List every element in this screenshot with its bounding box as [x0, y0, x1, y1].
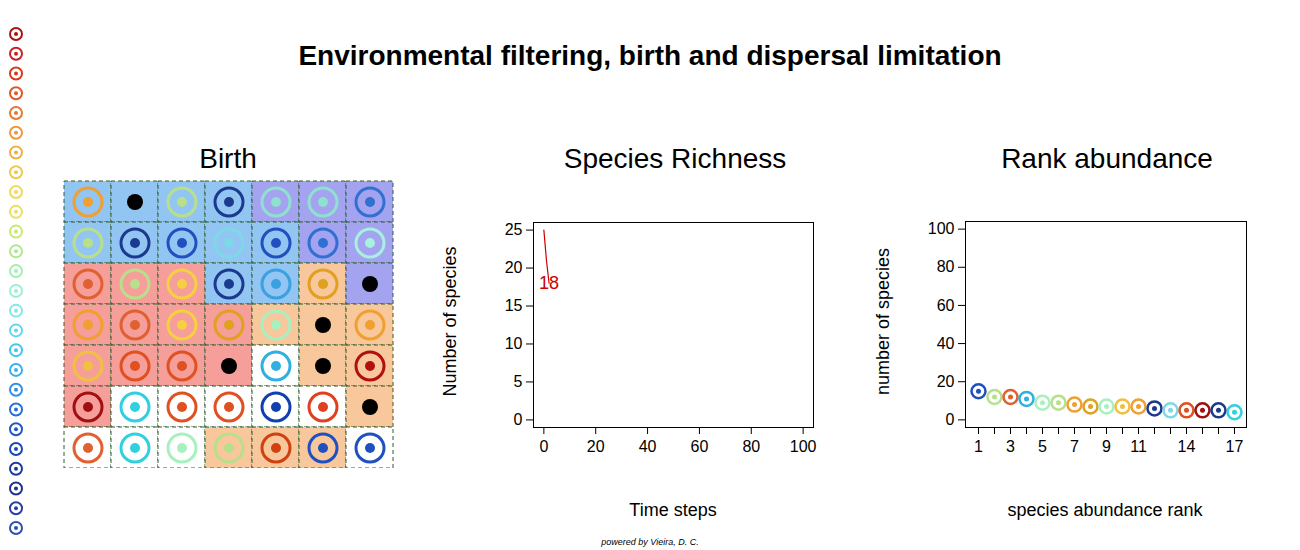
html-text:number of species: number of species [872, 248, 893, 395]
html-text:species abundance rank: species abundance rank [1007, 500, 1203, 520]
svg-text:60: 60 [937, 297, 955, 314]
svg-text:0: 0 [946, 411, 955, 428]
svg-text:14: 14 [1178, 438, 1196, 455]
svg-text:17: 17 [1226, 438, 1244, 455]
svg-text:25: 25 [505, 221, 523, 238]
svg-text:20: 20 [937, 373, 955, 390]
svg-text:40: 40 [937, 335, 955, 352]
svg-text:5: 5 [1038, 438, 1047, 455]
svg-text:20: 20 [505, 259, 523, 276]
svg-text:18: 18 [539, 273, 559, 293]
svg-text:1: 1 [974, 438, 983, 455]
svg-text:20: 20 [587, 438, 605, 455]
svg-text:0: 0 [539, 438, 548, 455]
svg-text:7: 7 [1070, 438, 1079, 455]
svg-text:60: 60 [691, 438, 709, 455]
html-text:Time steps: Time steps [629, 500, 717, 520]
svg-text:100: 100 [928, 220, 955, 237]
svg-text:80: 80 [742, 438, 760, 455]
html-text:Number of species: Number of species [439, 246, 460, 397]
svg-text:11: 11 [1130, 438, 1147, 455]
html-text:Species Richness: Species Richness [563, 143, 787, 174]
svg-text:80: 80 [937, 258, 955, 275]
svg-text:3: 3 [1006, 438, 1015, 455]
svg-text:10: 10 [505, 335, 523, 352]
svg-text:5: 5 [514, 373, 523, 390]
html-text:Environmental filtering, birth: Environmental filtering, birth and dispe… [298, 40, 1002, 71]
html-text:powered by Vieira, D. C.: powered by Vieira, D. C. [601, 537, 699, 547]
svg-text:100: 100 [790, 438, 817, 455]
html-text:Rank abundance: Rank abundance [1001, 143, 1213, 174]
svg-text:0: 0 [514, 411, 523, 428]
svg-text:9: 9 [1102, 438, 1111, 455]
svg-text:40: 40 [639, 438, 657, 455]
html-text:Birth: Birth [199, 143, 257, 174]
svg-text:15: 15 [505, 297, 523, 314]
